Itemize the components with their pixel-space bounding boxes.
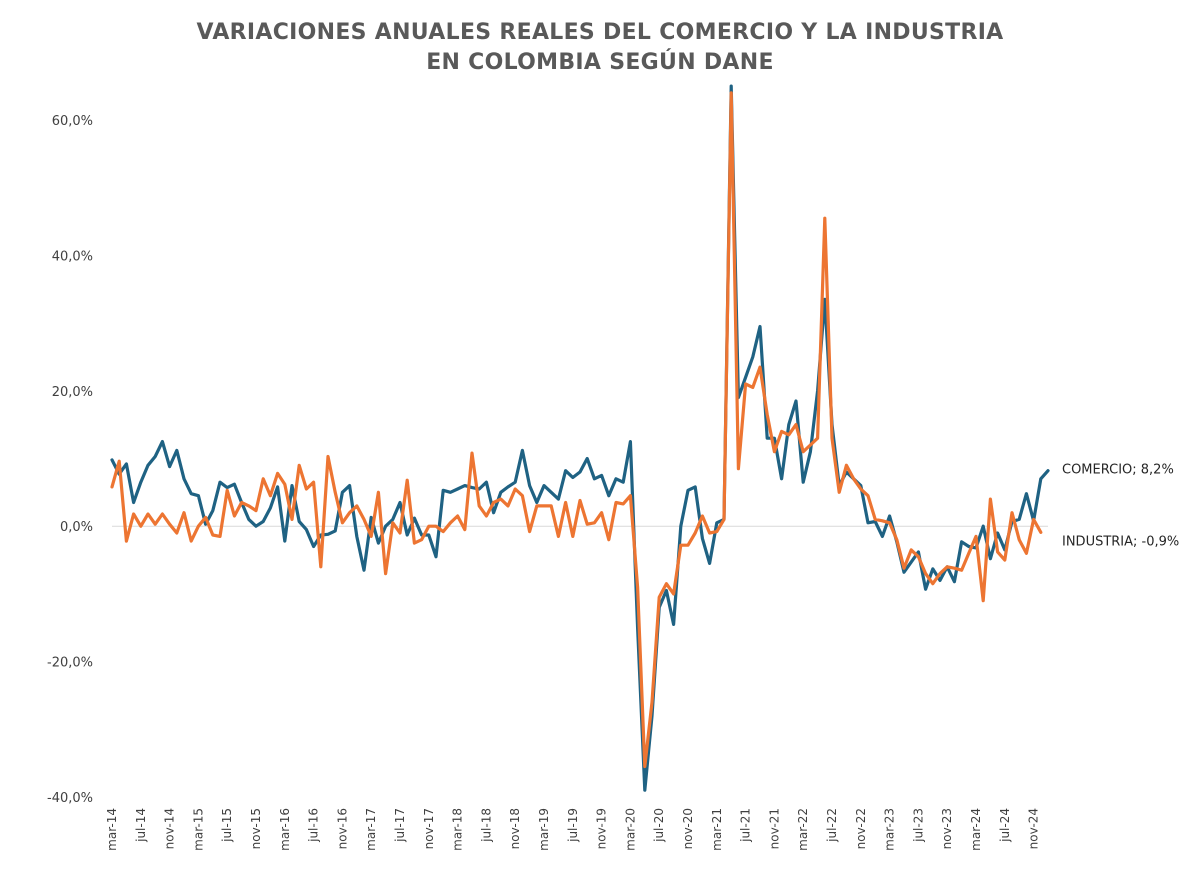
chart-title: VARIACIONES ANUALES REALES DEL COMERCIO … xyxy=(0,18,1200,78)
x-tick-label: nov-19 xyxy=(595,808,609,849)
x-tick-label: mar-23 xyxy=(883,808,897,851)
x-tick-label: nov-16 xyxy=(335,808,349,849)
y-tick-label: -20,0% xyxy=(47,656,93,671)
x-tick-label: jul-22 xyxy=(825,808,839,843)
x-tick-label: jul-17 xyxy=(393,808,407,843)
x-tick-label: nov-17 xyxy=(422,808,436,849)
x-tick-label: jul-19 xyxy=(566,808,580,843)
x-tick-label: mar-15 xyxy=(191,808,205,851)
y-tick-label: 60,0% xyxy=(52,114,93,129)
x-tick-label: mar-21 xyxy=(710,808,724,851)
x-axis-tick-labels: mar-14 jul-14 nov-14 mar-15 jul-15 nov-15 mar-… xyxy=(105,808,1041,851)
y-axis-tick-labels: 60,0% 40,0% 20,0% 0,0% -20,0% -40,0% xyxy=(47,114,93,806)
x-tick-label: mar-18 xyxy=(451,808,465,851)
end-label-comercio: COMERCIO; 8,2% xyxy=(1062,463,1174,478)
y-tick-label: 40,0% xyxy=(52,249,93,264)
y-tick-label: -40,0% xyxy=(47,791,93,806)
series-line-comercio xyxy=(110,84,1050,792)
x-tick-label: jul-20 xyxy=(652,808,666,843)
x-tick-label: mar-16 xyxy=(278,808,292,851)
x-tick-label: nov-24 xyxy=(1027,808,1041,849)
x-tick-label: mar-20 xyxy=(623,808,637,851)
x-tick-label: jul-16 xyxy=(307,808,321,843)
y-tick-label: 0,0% xyxy=(60,520,93,535)
x-tick-label: nov-15 xyxy=(249,808,263,849)
x-tick-label: jul-15 xyxy=(220,808,234,843)
x-tick-label: mar-14 xyxy=(105,808,119,851)
chart-title-line-1: VARIACIONES ANUALES REALES DEL COMERCIO … xyxy=(196,20,1004,45)
x-tick-label: jul-14 xyxy=(134,808,148,843)
x-tick-label: mar-19 xyxy=(537,808,551,851)
series-line-industria xyxy=(110,91,1043,769)
x-tick-label: mar-17 xyxy=(364,808,378,851)
x-tick-label: nov-22 xyxy=(854,808,868,849)
x-tick-label: jul-18 xyxy=(479,808,493,843)
x-tick-label: mar-24 xyxy=(969,808,983,851)
x-tick-label: jul-24 xyxy=(998,808,1012,843)
x-tick-label: nov-20 xyxy=(681,808,695,849)
chart-title-line-2: EN COLOMBIA SEGÚN DANE xyxy=(426,50,774,75)
x-tick-label: nov-18 xyxy=(508,808,522,849)
x-tick-label: nov-21 xyxy=(767,808,781,849)
series-layer xyxy=(110,84,1050,792)
x-tick-label: mar-22 xyxy=(796,808,810,851)
end-label-industria: INDUSTRIA; -0,9% xyxy=(1062,534,1179,549)
x-tick-label: jul-21 xyxy=(739,808,753,843)
y-tick-label: 20,0% xyxy=(52,385,93,400)
x-tick-label: nov-14 xyxy=(163,808,177,849)
x-tick-label: nov-23 xyxy=(940,808,954,849)
x-tick-label: jul-23 xyxy=(911,808,925,843)
end-labels: COMERCIO; 8,2% INDUSTRIA; -0,9% xyxy=(1062,463,1179,550)
